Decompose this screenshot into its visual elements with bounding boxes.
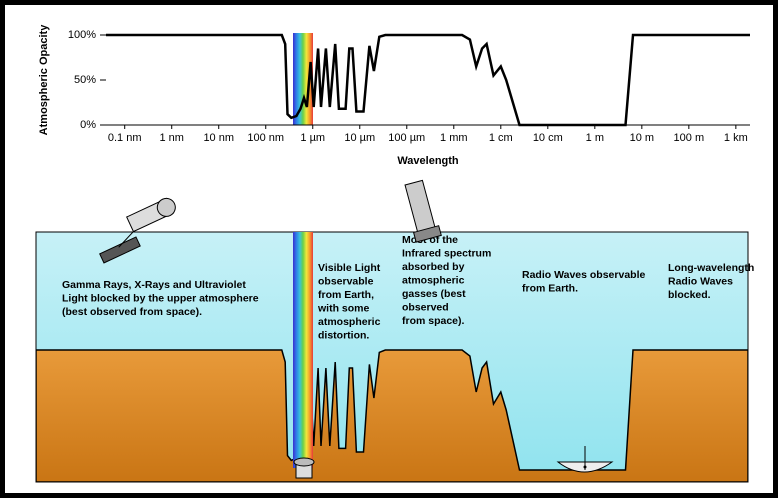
x-tick-label: 100 m: [674, 132, 705, 144]
x-tick-label: 100 nm: [247, 132, 284, 144]
y-tick-label: 50%: [74, 74, 96, 86]
x-tick-label: 10 nm: [203, 132, 234, 144]
y-tick-label: 0%: [80, 119, 96, 131]
annotation-line: Visible Light: [318, 262, 381, 274]
x-tick-label: 10 m: [630, 132, 654, 144]
annotation-line: blocked.: [668, 289, 711, 301]
x-tick-label: 1 km: [724, 132, 748, 144]
x-tick-label: 1 cm: [489, 132, 513, 144]
x-tick-label: 10 µm: [344, 132, 375, 144]
ground-telescope: [293, 457, 315, 479]
x-tick-label: 1 µm: [300, 132, 325, 144]
annotation-line: Long-wavelength: [668, 262, 754, 274]
annotation-line: Light blocked by the upper atmosphere: [62, 292, 259, 304]
annotation-line: (best observed from space).: [62, 306, 202, 318]
annotation-line: Radio Waves observable: [522, 269, 645, 281]
telescope: [404, 179, 442, 243]
annotation-line: Infrared spectrum: [402, 247, 491, 259]
y-tick-label: 100%: [68, 29, 96, 41]
annotation-line: from space).: [402, 315, 465, 327]
visible-band-lower: [293, 232, 313, 468]
terrain: [36, 349, 748, 482]
annotation-line: with some: [317, 302, 370, 314]
satellite: [99, 197, 176, 264]
radio-dish: [556, 446, 614, 473]
terrain-group: [36, 349, 748, 482]
x-axis-label: Wavelength: [397, 155, 459, 167]
x-tick-label: 100 µm: [388, 132, 425, 144]
annotation-line: observable: [318, 275, 374, 287]
illustrations: [99, 179, 614, 479]
annotation-line: atmospheric: [402, 274, 465, 286]
x-tick-label: 1 m: [586, 132, 604, 144]
annotation-line: from Earth,: [318, 289, 374, 301]
opacity-line: [106, 33, 750, 127]
annotation-line: absorbed by: [402, 261, 465, 273]
x-tick-label: 0.1 nm: [108, 132, 142, 144]
annotation-line: observed: [402, 301, 449, 313]
x-tick-label: 1 mm: [440, 132, 468, 144]
y-axis-label: Atmospheric Opacity: [38, 24, 50, 136]
annotation-line: from Earth.: [522, 282, 578, 294]
annotation-line: Gamma Rays, X-Rays and Ultraviolet: [62, 279, 246, 291]
x-tick-label: 1 nm: [159, 132, 183, 144]
annotation-line: distortion.: [318, 329, 369, 341]
annotation-line: atmospheric: [318, 316, 381, 328]
x-tick-label: 10 cm: [533, 132, 563, 144]
annotation-line: Radio Waves: [668, 275, 733, 287]
annotation-line: gasses (best: [402, 288, 466, 300]
